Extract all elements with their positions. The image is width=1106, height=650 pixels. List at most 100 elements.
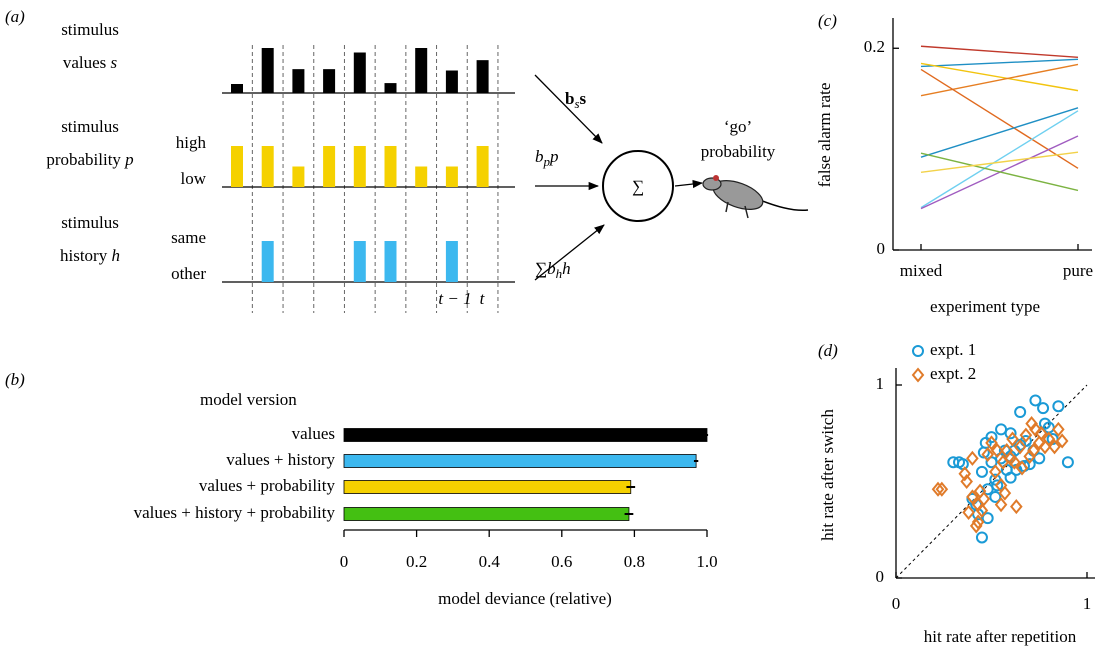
- term-coef: b: [535, 147, 544, 166]
- series-line: [921, 64, 1078, 95]
- x-tick-label: 0: [340, 552, 349, 571]
- stimulus-bar: [415, 167, 427, 188]
- stimulus-bar: [477, 60, 489, 93]
- stimulus-bar: [292, 167, 304, 188]
- point: [1015, 407, 1025, 417]
- point: [1063, 457, 1073, 467]
- point: [1038, 403, 1048, 413]
- panel-label: (b): [5, 370, 25, 389]
- stimulus-bar: [446, 241, 458, 282]
- stimulus-bar: [385, 241, 397, 282]
- bar: [344, 481, 631, 494]
- mouse: [703, 175, 808, 218]
- stimulus-bar: [385, 146, 397, 187]
- category-label: values + probability: [199, 476, 336, 495]
- time-label: t − 1: [438, 289, 471, 308]
- stimulus-bar: [354, 241, 366, 282]
- stimulus-bar: [354, 146, 366, 187]
- bar: [344, 508, 629, 521]
- stimulus-bar: [385, 83, 397, 93]
- legend-label: expt. 1: [930, 340, 976, 359]
- term-coef: b: [565, 89, 574, 108]
- point: [1011, 501, 1021, 513]
- row-symbol: p: [124, 150, 134, 169]
- legend-marker: [913, 346, 923, 356]
- row-title: history h: [60, 246, 120, 265]
- stimulus-bar: [231, 146, 243, 187]
- series-line: [921, 59, 1078, 66]
- stimulus-bar: [477, 146, 489, 187]
- stimulus-bar: [446, 167, 458, 188]
- arrow: [535, 75, 602, 143]
- row-name: history: [60, 246, 108, 265]
- x-axis-label: model deviance (relative): [438, 589, 612, 608]
- figure: (a) stimulus values s stimulus probability p…: [0, 0, 1106, 650]
- stimulus-bar: [446, 71, 458, 94]
- term: ∑bhh: [535, 259, 571, 281]
- y-tick-label: 0: [876, 567, 885, 586]
- point: [977, 467, 987, 477]
- x-tick-label: 1.0: [696, 552, 717, 571]
- output-label: probability: [701, 142, 776, 161]
- y-tick-label: 1: [876, 374, 885, 393]
- y-tick-label: 0: [877, 239, 886, 258]
- category-label: values + history + probability: [134, 503, 336, 522]
- bar: [344, 455, 696, 468]
- y-axis-label: false alarm rate: [815, 83, 834, 188]
- level-label: same: [171, 228, 206, 247]
- panel-label: (c): [818, 11, 837, 30]
- stimulus-bar: [262, 48, 274, 93]
- output-label: ‘go’: [724, 117, 752, 136]
- time-label: t: [480, 289, 486, 308]
- level-label: low: [181, 169, 207, 188]
- sum-symbol: ∑: [632, 177, 644, 196]
- x-tick-label: 1: [1083, 594, 1092, 613]
- panel-label: (a): [5, 7, 25, 26]
- row-title: probability p: [46, 150, 133, 169]
- y-axis-label: hit rate after switch: [818, 409, 837, 541]
- level-label: high: [176, 133, 207, 152]
- point: [996, 424, 1006, 434]
- term-var: h: [562, 259, 571, 278]
- legend-marker: [913, 369, 923, 381]
- x-tick-label: mixed: [900, 261, 943, 280]
- bar: [344, 429, 707, 442]
- series-line: [921, 152, 1078, 172]
- stimulus-bar: [292, 69, 304, 93]
- series-line: [921, 108, 1078, 157]
- stimulus-bar: [231, 84, 243, 93]
- stimulus-bar: [323, 146, 335, 187]
- row-title: stimulus: [61, 117, 119, 136]
- panel-label: (d): [818, 341, 838, 360]
- row-name: values: [63, 53, 106, 72]
- stimulus-bar: [354, 53, 366, 94]
- stimulus-bar: [323, 69, 335, 93]
- point: [1053, 401, 1063, 411]
- stimulus-bar: [262, 146, 274, 187]
- point: [967, 452, 977, 464]
- x-tick-label: 0.2: [406, 552, 427, 571]
- legend-label: expt. 2: [930, 364, 976, 383]
- x-tick-label: 0.8: [624, 552, 645, 571]
- x-tick-label: 0.4: [479, 552, 501, 571]
- series-line: [921, 46, 1078, 57]
- x-tick-label: pure: [1063, 261, 1093, 280]
- term-coef: ∑b: [535, 259, 556, 278]
- series-line: [921, 69, 1078, 168]
- row-title: stimulus: [61, 213, 119, 232]
- row-title: stimulus: [61, 20, 119, 39]
- x-tick-label: 0.6: [551, 552, 572, 571]
- row-name: probability: [46, 150, 121, 169]
- category-label: values + history: [226, 450, 335, 469]
- row-title: values s: [63, 53, 118, 72]
- term-var: s: [580, 89, 587, 108]
- term: bss: [565, 89, 587, 111]
- term-var: p: [549, 147, 559, 166]
- row-symbol: s: [111, 53, 118, 72]
- stimulus-bar: [262, 241, 274, 282]
- level-label: other: [171, 264, 206, 283]
- chart-title: model version: [200, 390, 297, 409]
- y-tick-label: 0.2: [864, 37, 885, 56]
- x-tick-label: 0: [892, 594, 901, 613]
- term: bpp: [535, 147, 559, 169]
